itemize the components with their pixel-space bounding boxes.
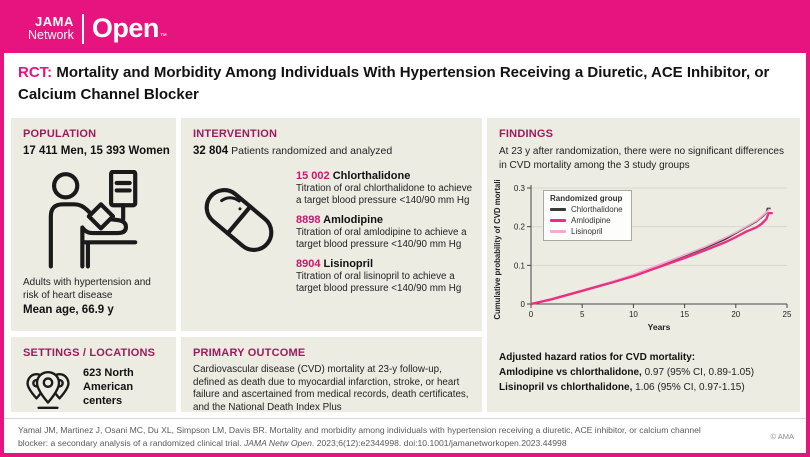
intervention-panel: INTERVENTION 32 804 Patients randomized … xyxy=(181,118,482,331)
intervention-count: 32 804 xyxy=(193,145,229,157)
legend-label: Amlodipine xyxy=(571,216,611,225)
svg-text:0.2: 0.2 xyxy=(514,223,526,232)
legend-label: Lisinopril xyxy=(571,227,603,236)
legend-entry-amlodipine: Amlodipine xyxy=(550,216,623,225)
svg-text:10: 10 xyxy=(629,310,638,319)
title-text: Mortality and Morbidity Among Individual… xyxy=(18,64,770,103)
legend-title: Randomized group xyxy=(550,194,623,203)
chart-canvas: 0 0.1 0.2 0.3 0 5 10 15 20 25 Years Cumulative prob… xyxy=(493,172,792,332)
intervention-lead: 32 804 Patients randomized and analyzed xyxy=(193,145,392,157)
logo-network-text: Network xyxy=(28,28,74,43)
drug-count: 8904 xyxy=(296,257,321,270)
svg-text:25: 25 xyxy=(783,310,792,319)
primary-outcome-panel: PRIMARY OUTCOME Cardiovascular disease (… xyxy=(181,337,482,414)
rct-tag: RCT: xyxy=(18,64,53,81)
citation-post: . 2023;6(12):e2344998. doi:10.1001/jaman… xyxy=(311,437,567,448)
hazard-rest: 0.97 (95% CI, 0.89-1.05) xyxy=(644,367,755,378)
legend-swatch xyxy=(550,208,566,211)
citation: Yamal JM, Martinez J, Osani MC, Du XL, S… xyxy=(18,424,723,450)
header-banner: JAMA Network Open ™ xyxy=(4,4,806,53)
hazard-bold: Amlodipine vs chlorthalidone, xyxy=(499,367,642,378)
logo-divider xyxy=(81,13,84,44)
drug-name: Amlodipine xyxy=(323,213,384,226)
legend-swatch xyxy=(550,230,566,233)
legend-entry-lisinopril: Lisinopril xyxy=(550,227,623,236)
findings-summary: At 23 y after randomization, there were … xyxy=(499,146,784,171)
map-pins-icon xyxy=(26,370,70,409)
intervention-heading: INTERVENTION xyxy=(193,128,278,140)
legend-label: Chlorthalidone xyxy=(571,205,623,214)
logo-jama-network: JAMA Network xyxy=(28,15,74,42)
logo-open-text: Open xyxy=(91,13,160,43)
settings-text: 623 North American centers xyxy=(83,367,134,407)
settings-heading: SETTINGS / LOCATIONS xyxy=(23,347,156,359)
population-description: Adults with hypertension and risk of hea… xyxy=(23,277,151,301)
population-panel: POPULATION 17 411 Men, 15 393 Women Adul… xyxy=(11,118,176,331)
hazard-line-lisinopril: Lisinopril vs chlorthalidone, 1.06 (95% … xyxy=(499,380,794,395)
svg-text:5: 5 xyxy=(580,310,585,319)
drug-item-chlorthalidone: 15 002 Chlorthalidone Titration of oral … xyxy=(296,170,476,207)
svg-text:0: 0 xyxy=(521,300,526,309)
drug-name-line: 15 002 Chlorthalidone xyxy=(296,170,476,182)
jama-network-open-logo: JAMA Network Open ™ xyxy=(28,13,167,44)
logo-jama-text: JAMA xyxy=(35,14,74,30)
hazard-line-amlodipine: Amlodipine vs chlorthalidone, 0.97 (95% … xyxy=(499,365,794,380)
blood-pressure-patient-icon xyxy=(48,170,138,269)
svg-text:Years: Years xyxy=(648,322,671,332)
legend-swatch xyxy=(550,219,566,222)
hazard-bold: Lisinopril vs chlorthalidone, xyxy=(499,382,633,393)
pill-capsule-icon xyxy=(204,188,274,252)
drug-list: 15 002 Chlorthalidone Titration of oral … xyxy=(296,170,476,302)
primary-outcome-heading: PRIMARY OUTCOME xyxy=(193,347,306,359)
drug-count: 15 002 xyxy=(296,170,330,182)
footer: Yamal JM, Martinez J, Osani MC, Du XL, S… xyxy=(4,418,806,453)
svg-text:20: 20 xyxy=(731,310,740,319)
drug-item-amlodipine: 8898 Amlodipine Titration of oral amlodi… xyxy=(296,214,476,251)
citation-journal: JAMA Netw Open xyxy=(243,437,312,448)
findings-heading: FINDINGS xyxy=(499,128,554,140)
abstract-title: RCT: Mortality and Morbidity Among Indiv… xyxy=(18,62,793,106)
population-heading: POPULATION xyxy=(23,128,97,140)
population-mean-age: Mean age, 66.9 y xyxy=(23,304,114,316)
logo-trademark: ™ xyxy=(159,33,167,40)
findings-panel: FINDINGS At 23 y after randomization, th… xyxy=(487,118,800,412)
drug-name-line: 8898 Amlodipine xyxy=(296,214,476,226)
svg-text:0.3: 0.3 xyxy=(514,184,526,193)
drug-description: Titration of oral amlodipine to achieve … xyxy=(296,226,467,250)
hazard-ratios: Adjusted hazard ratios for CVD mortality… xyxy=(499,350,794,395)
drug-name: Lisinopril xyxy=(323,257,374,270)
drug-description: Titration of oral chlorthalidone to achi… xyxy=(296,183,473,206)
drug-count: 8898 xyxy=(296,213,321,226)
citation-pre: Yamal JM, Martinez J, Osani MC, Du XL, S… xyxy=(18,425,701,448)
drug-name: Chlorthalidone xyxy=(332,170,411,182)
legend-entry-chlorthalidone: Chlorthalidone xyxy=(550,205,623,214)
drug-description: Titration of oral lisinopril to achieve … xyxy=(296,270,462,294)
drug-name-line: 8904 Lisinopril xyxy=(296,258,476,270)
svg-text:0.1: 0.1 xyxy=(514,261,526,270)
copyright: © AMA xyxy=(770,432,794,441)
svg-text:Cumulative probability of CVD: Cumulative probability of CVD mortality xyxy=(493,180,502,320)
hazard-heading: Adjusted hazard ratios for CVD mortality… xyxy=(499,352,696,363)
settings-panel: SETTINGS / LOCATIONS 623 North American … xyxy=(11,337,176,412)
svg-text:0: 0 xyxy=(529,310,534,319)
intervention-count-text: Patients randomized and analyzed xyxy=(231,145,393,157)
cvd-mortality-chart: 0 0.1 0.2 0.3 0 5 10 15 20 25 Years Cumulative prob… xyxy=(491,172,797,342)
primary-outcome-text: Cardiovascular disease (CVD) mortality a… xyxy=(193,364,469,414)
drug-item-lisinopril: 8904 Lisinopril Titration of oral lisino… xyxy=(296,258,476,295)
chart-legend: Randomized group Chlorthalidone Amlodipi… xyxy=(543,190,632,241)
hazard-rest: 1.06 (95% CI, 0.97-1.15) xyxy=(635,382,745,393)
svg-text:15: 15 xyxy=(680,310,689,319)
population-counts: 17 411 Men, 15 393 Women xyxy=(23,145,170,157)
